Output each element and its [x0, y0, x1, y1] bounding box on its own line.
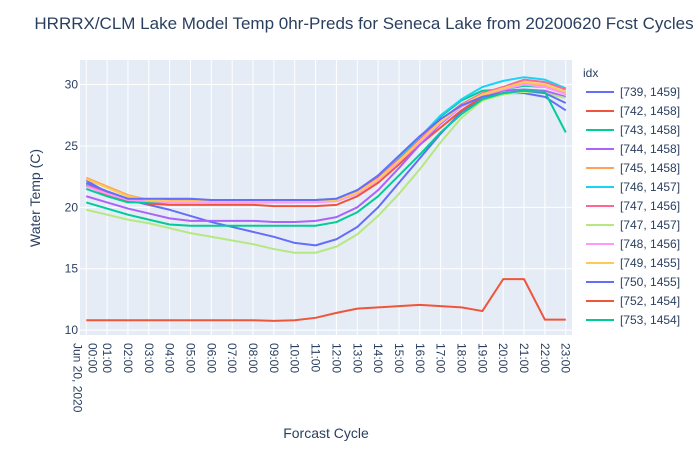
series-line: [86, 90, 566, 254]
x-tick-label: 11:00: [309, 343, 323, 372]
legend-entry: [750, 1455]: [620, 275, 680, 289]
x-tick-label: 08:00: [246, 343, 260, 373]
legend-entry: [745, 1458]: [620, 161, 680, 175]
legend-entry: [749, 1455]: [620, 256, 680, 270]
y-tick-label: 30: [65, 78, 79, 92]
x-tick-label: 02:00: [121, 343, 135, 373]
series-line: [86, 278, 566, 322]
x-tick-label: Jun 20, 2020: [70, 343, 84, 413]
x-tick-label: 16:00: [413, 343, 427, 373]
legend-entry: [753, 1454]: [620, 313, 680, 327]
x-tick-label: 22:00: [538, 343, 552, 373]
legend-entry: [752, 1454]: [620, 294, 680, 308]
legend-title: idx: [583, 66, 598, 80]
series-line: [85, 81, 567, 203]
legend-entry: [739, 1459]: [620, 85, 680, 99]
x-tick-label: 00:00: [85, 343, 99, 373]
x-tick-label: 15:00: [392, 343, 406, 373]
y-tick-label: 15: [65, 262, 79, 276]
x-tick-label: 14:00: [371, 343, 385, 373]
x-tick-label: 05:00: [183, 343, 197, 373]
plot-background: [80, 60, 572, 335]
x-tick-label: 17:00: [434, 343, 448, 373]
x-tick-label: 21:00: [517, 343, 531, 373]
chart-title: HRRRX/CLM Lake Model Temp 0hr-Preds for …: [34, 14, 693, 33]
x-tick-label: 20:00: [496, 343, 510, 373]
legend-entry: [747, 1457]: [620, 218, 680, 232]
x-tick-label: 09:00: [267, 343, 281, 373]
legend: idx [739, 1459] [742, 1458] [743, 1458] [74…: [583, 66, 680, 327]
x-tick-label: 18:00: [455, 343, 469, 373]
x-tick-label: 12:00: [329, 343, 343, 373]
x-axis-title: Forcast Cycle: [283, 425, 369, 441]
legend-entry: [742, 1458]: [620, 104, 680, 118]
y-axis-title: Water Temp (C): [27, 149, 43, 247]
x-tick-label: 13:00: [350, 343, 364, 373]
series-lines: [85, 76, 567, 322]
y-tick-label: 10: [65, 323, 79, 337]
x-tick-label: 06:00: [204, 343, 218, 373]
x-tick-label: 01:00: [100, 343, 114, 373]
x-tick-label: 19:00: [475, 343, 489, 373]
x-tick-label: 07:00: [225, 343, 239, 373]
x-tick-label: 04:00: [163, 343, 177, 373]
x-tick-label: 23:00: [559, 343, 573, 373]
series-line: [85, 89, 567, 201]
legend-entry: [743, 1458]: [620, 123, 680, 137]
legend-entry: [747, 1456]: [620, 199, 680, 213]
series-line: [85, 89, 567, 227]
y-tick-label: 20: [65, 200, 79, 214]
legend-entry: [748, 1456]: [620, 237, 680, 251]
y-tick-labels: 10 15 20 25 30: [65, 78, 79, 338]
x-tick-label: 10:00: [288, 343, 302, 373]
legend-entry: [744, 1458]: [620, 142, 680, 156]
legend-entry: [746, 1457]: [620, 180, 680, 194]
y-tick-label: 25: [65, 139, 79, 153]
x-tick-label: 03:00: [142, 343, 156, 373]
